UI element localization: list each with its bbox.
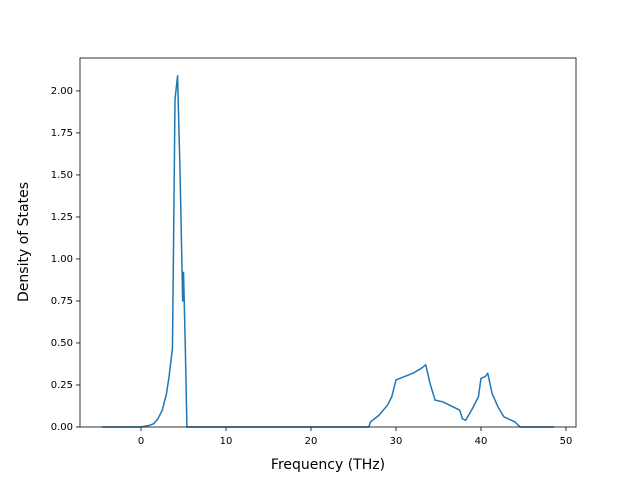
- x-axis-label: Frequency (THz): [271, 457, 385, 473]
- x-tick-label: 0: [138, 436, 144, 447]
- y-tick-label: 0.50: [51, 338, 73, 349]
- y-tick-label: 0.75: [51, 296, 73, 307]
- y-tick-label: 1.75: [51, 128, 73, 139]
- x-tick-label: 30: [390, 436, 403, 447]
- y-axis-label: Density of States: [16, 182, 32, 302]
- x-tick-label: 40: [475, 436, 488, 447]
- y-tick-label: 1.50: [51, 170, 73, 181]
- x-tick-label: 10: [220, 436, 233, 447]
- y-tick-label: 1.25: [51, 212, 73, 223]
- line: [101, 75, 555, 428]
- plot-frame: [79, 57, 577, 428]
- y-tick-label: 1.00: [51, 254, 73, 265]
- x-tick-label: 50: [560, 436, 573, 447]
- y-tick-label: 0.25: [51, 380, 73, 391]
- y-tick-label: 0.00: [51, 422, 73, 433]
- y-tick-label: 2.00: [51, 86, 73, 97]
- x-tick-label: 20: [305, 436, 318, 447]
